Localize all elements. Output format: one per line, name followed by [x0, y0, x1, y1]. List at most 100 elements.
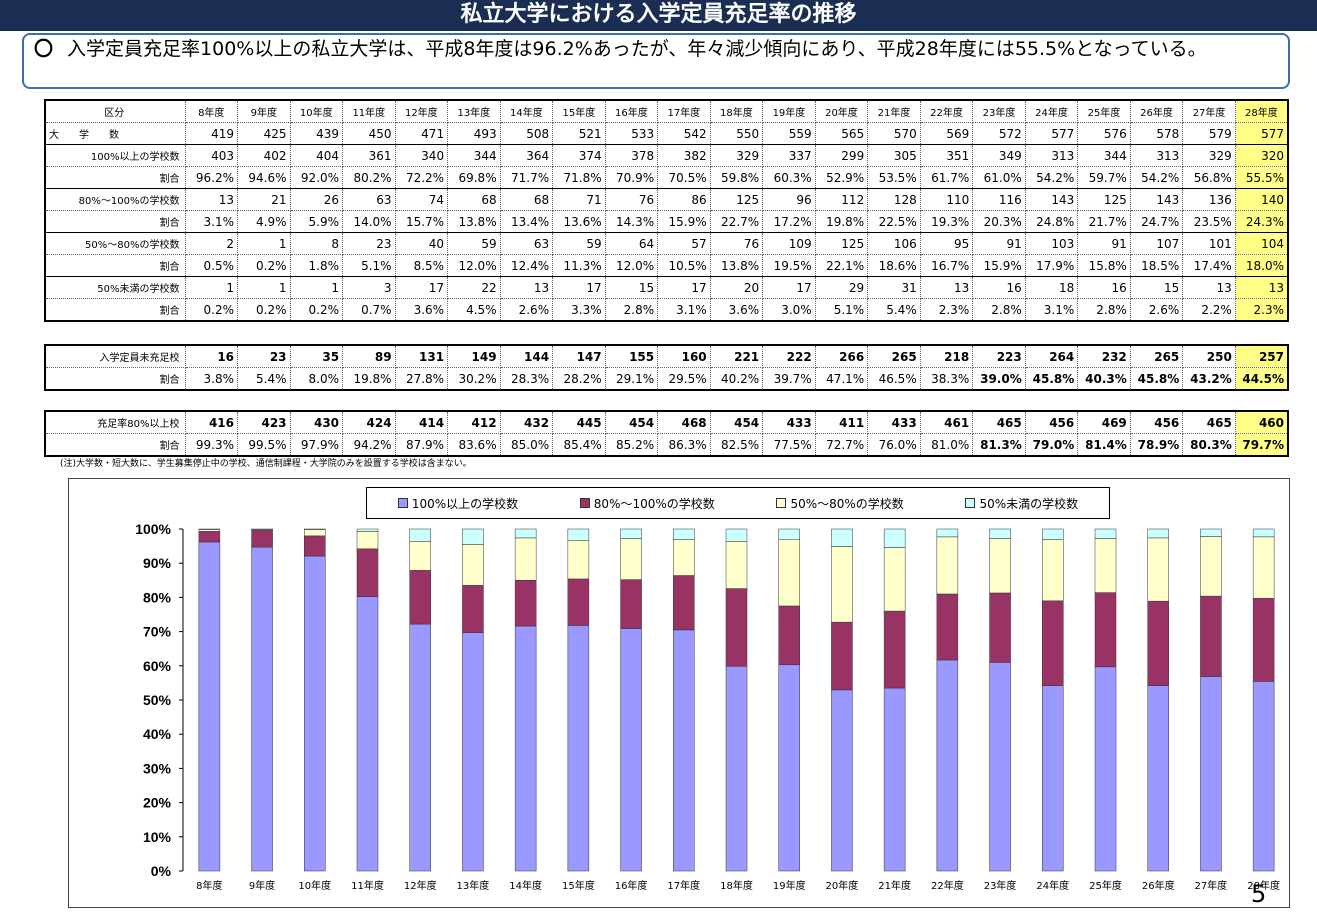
bar-segment-2 [1252, 598, 1275, 682]
legend-swatch-100 [397, 498, 408, 508]
bar-segment-2 [936, 593, 959, 661]
bar-segment-4 [936, 528, 959, 538]
table-cell: 344 [1077, 144, 1131, 167]
table-cell: 81.4% [1077, 433, 1131, 457]
bar-segment-2 [620, 579, 642, 629]
bar-segment-1 [831, 689, 853, 872]
table-cell: 69.8% [447, 166, 501, 189]
y-tick-label: 40% [143, 726, 172, 742]
table-cell: 313 [1024, 144, 1079, 167]
bar-segment-2 [567, 578, 590, 626]
y-tick-label: 70% [143, 624, 172, 640]
table-row: 割合 99.3% 99.5% 97.9% 94.2% 87.9% 83.6% 85.0% 85.… [44, 433, 1289, 457]
table-cell: 305 [867, 144, 921, 167]
bar-segment-2 [198, 531, 221, 543]
bar-segment-3 [778, 539, 800, 607]
bar-segment-2 [831, 621, 853, 691]
bar-segment-4 [1094, 528, 1117, 539]
table-cell: 144 [499, 344, 554, 368]
table-cell: 28.2% [552, 367, 606, 391]
table-cell: 0.2% [184, 298, 239, 322]
y-tick-label: 90% [143, 555, 172, 571]
bar-segment-4 [831, 528, 853, 547]
table-cell: 59.8% [709, 166, 764, 189]
bar-segment-2 [514, 579, 537, 627]
table-cell: 155 [604, 344, 659, 368]
table-cell: 329 [1182, 144, 1236, 167]
bar-segment-3 [1200, 536, 1222, 597]
table-row: 割合 0.2% 0.2% 0.2% 0.7% 3.6% 4.5% 2.6% 3.3% 2.8% 3.… [44, 298, 1289, 322]
bar-segment-4 [778, 528, 800, 540]
table-cell: 35 [289, 344, 344, 368]
table-cell: 96.2% [184, 166, 239, 189]
bar-segment-4 [356, 528, 379, 532]
x-tick-label: 12年度 [404, 879, 437, 892]
table-cell: 569 [919, 122, 974, 145]
bar-segment-1 [1200, 676, 1222, 872]
table-cell: 0.2% [237, 298, 291, 322]
table-cell: 104 [1234, 232, 1289, 255]
bar-segment-4 [304, 528, 326, 530]
table-cell: 425 [237, 122, 291, 145]
legend-label-100: 100%以上の学校数 [411, 496, 519, 511]
table-cell: 424 [342, 410, 396, 434]
legend-swatch-under50 [965, 498, 976, 508]
table-cell: 10.5% [657, 254, 711, 277]
table-cell: 54.2% [1129, 166, 1184, 189]
table-cell: 456 [1129, 410, 1184, 434]
bar-segment-1 [462, 632, 484, 872]
legend-label-50-80: 50%～80%の学校数 [790, 496, 904, 511]
table-cell: 160 [657, 344, 711, 368]
table-cell: 2.6% [1129, 298, 1184, 322]
row-label: 割合 [44, 367, 186, 391]
table-cell: 39.0% [972, 367, 1026, 391]
table-cell: 12.4% [499, 254, 554, 277]
bar-segment-4 [567, 528, 590, 541]
table-cell: 38.3% [919, 367, 974, 391]
table-cell: 31 [867, 276, 921, 299]
x-tick-label: 8年度 [196, 879, 222, 892]
table-note: (注)大学数・短大数に、学生募集停止中の学校、通信制課程・大学院のみを設置する学… [60, 459, 472, 469]
x-tick-label: 22年度 [931, 879, 964, 892]
table-cell: 91 [972, 232, 1026, 255]
table-cell: 559 [762, 122, 816, 145]
statistics-table: 区分 8年度 9年度 10年度 11年度 12年度 13年度 14年度 15年度 16年度 17年度… [44, 99, 1289, 322]
table-cell: 13 [919, 276, 974, 299]
table-cell: 125 [709, 188, 764, 211]
bar-segment-1 [567, 625, 590, 872]
summary-text: 入学定員充足率100%以上の私立大学は、平成8年度は96.2%あったが、年々減少… [67, 38, 1207, 60]
table-cell: 16 [972, 276, 1026, 299]
table-cell: 86.3% [657, 433, 711, 457]
table-cell: 81.0% [919, 433, 974, 457]
y-tick-label: 20% [143, 795, 172, 811]
bar-segment-2 [1042, 600, 1064, 686]
table-cell: 23.5% [1182, 210, 1236, 233]
table-cell: 218 [919, 344, 974, 368]
bar-segment-4 [198, 528, 221, 530]
table-cell: 44.5% [1234, 367, 1289, 391]
table-cell: 147 [552, 344, 606, 368]
table-cell: 411 [814, 410, 869, 434]
table-cell: 30.2% [447, 367, 501, 391]
x-tick-label: 26年度 [1142, 879, 1175, 892]
table-cell: 4.9% [237, 210, 291, 233]
table-cell: 91 [1077, 232, 1131, 255]
table-cell: 3.1% [1024, 298, 1079, 322]
table-cell: 19.5% [762, 254, 816, 277]
bar-segment-1 [198, 541, 221, 872]
table-cell: 85.4% [552, 433, 606, 457]
table-cell: 45.8% [1129, 367, 1184, 391]
table-cell: 20.3% [972, 210, 1026, 233]
table-cell: 83.6% [447, 433, 501, 457]
bar-segment-4 [462, 528, 484, 545]
x-tick-label: 25年度 [1089, 879, 1122, 892]
table-cell: 70.5% [657, 166, 711, 189]
table-cell: 29.1% [604, 367, 659, 391]
bar-segment-1 [936, 659, 959, 872]
table-cell: 15 [604, 276, 659, 299]
row-label: 割合 [44, 298, 186, 322]
table-cell: 3.6% [709, 298, 764, 322]
table-cell: 29.5% [657, 367, 711, 391]
table-cell: 579 [1182, 122, 1236, 145]
table-cell: 22.5% [867, 210, 921, 233]
